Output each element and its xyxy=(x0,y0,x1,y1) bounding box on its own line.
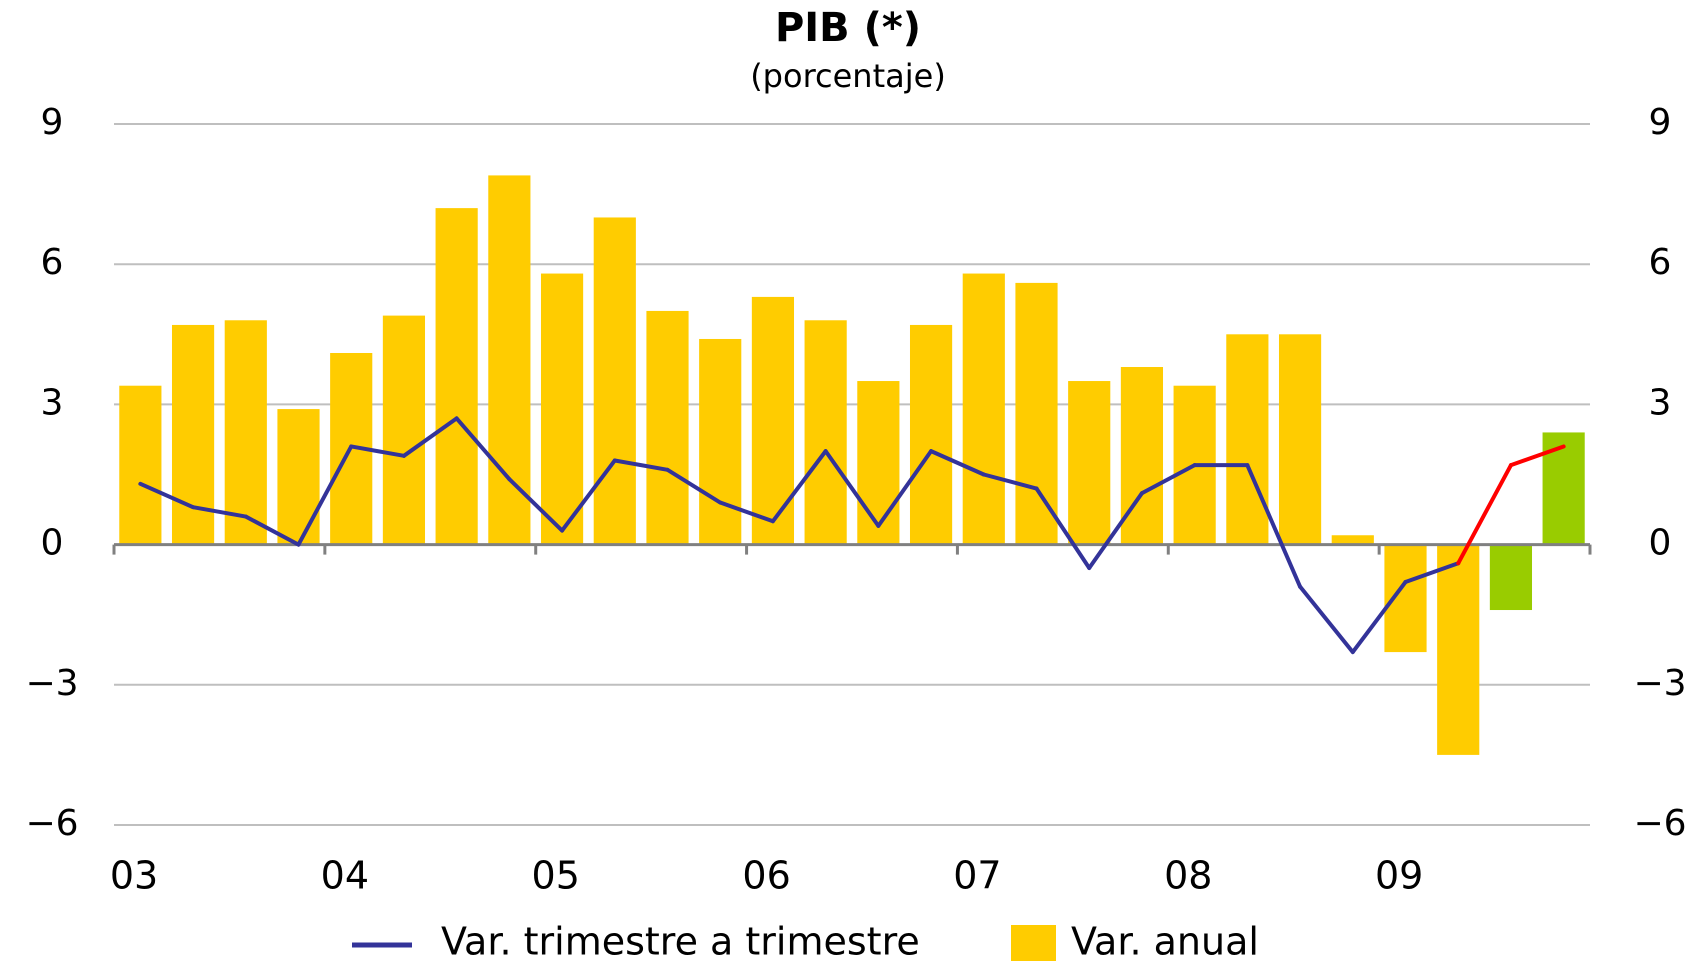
x-tick-label: 09 xyxy=(1375,854,1423,898)
line-segment xyxy=(243,514,301,547)
y-tick-label: −6 xyxy=(25,803,78,844)
bar xyxy=(1542,432,1585,545)
y-tick-label: 6 xyxy=(41,242,64,283)
y2-tick-label: 3 xyxy=(1649,382,1672,423)
line-segment xyxy=(138,481,196,510)
y2-tick-label: −6 xyxy=(1633,803,1686,844)
chart-subtitle: (porcentaje) xyxy=(750,57,946,95)
line-segment xyxy=(1034,486,1092,570)
bar xyxy=(382,315,426,545)
bar xyxy=(1489,544,1533,611)
x-tick-label: 08 xyxy=(1164,854,1212,898)
legend-label: Var. anual xyxy=(1071,920,1259,964)
bar xyxy=(751,296,795,545)
line-segment xyxy=(1298,584,1355,655)
line-segment xyxy=(1403,561,1461,584)
bar xyxy=(804,320,847,545)
bar xyxy=(119,385,162,545)
x-tick-label: 05 xyxy=(532,854,580,898)
bar xyxy=(1015,282,1058,545)
line-segment xyxy=(191,505,248,519)
bar xyxy=(540,273,584,545)
line-segment xyxy=(770,449,828,524)
line-segment xyxy=(454,416,512,482)
y2-tick-label: −3 xyxy=(1633,663,1686,704)
bar xyxy=(962,273,1005,545)
bar xyxy=(593,217,636,545)
bar xyxy=(1120,367,1164,545)
x-tick-label: 07 xyxy=(953,854,1001,898)
bar xyxy=(488,175,531,545)
line-segment xyxy=(665,467,723,505)
x-tick-label: 03 xyxy=(110,854,158,898)
y2-tick-label: 0 xyxy=(1649,523,1672,564)
bar xyxy=(646,310,689,545)
bar xyxy=(1331,535,1374,545)
line-segment xyxy=(1087,491,1144,570)
line-segment xyxy=(823,449,881,528)
line-segment xyxy=(929,449,986,477)
chart-title: PIB (*) xyxy=(775,5,921,51)
bar xyxy=(1437,544,1480,755)
line-segment xyxy=(560,458,617,533)
bar xyxy=(909,324,953,545)
bar xyxy=(857,381,900,545)
bar xyxy=(699,338,742,545)
line-segment xyxy=(1456,463,1513,566)
line-segment xyxy=(1245,463,1303,589)
bar xyxy=(224,320,267,545)
line-segment xyxy=(981,472,1039,491)
y-tick-label: 0 xyxy=(41,523,64,564)
line-segment xyxy=(296,444,354,547)
y-tick-label: 9 xyxy=(41,102,64,143)
y-tick-label: 3 xyxy=(41,382,64,423)
line-segment xyxy=(1139,463,1197,496)
x-tick-label: 04 xyxy=(321,854,369,898)
line-segment xyxy=(507,477,565,533)
line-segment xyxy=(1350,579,1408,655)
bar xyxy=(435,208,478,545)
bar xyxy=(277,409,320,545)
bar xyxy=(1278,334,1322,545)
bar xyxy=(1226,334,1269,545)
line-segment xyxy=(401,416,459,458)
line-segment xyxy=(349,444,406,458)
y-tick-label: −3 xyxy=(25,663,78,704)
line-segment xyxy=(876,449,934,528)
line-segment xyxy=(718,500,775,524)
bar xyxy=(1068,381,1111,545)
y2-tick-label: 6 xyxy=(1649,242,1672,283)
x-tick-label: 06 xyxy=(742,854,790,898)
legend-label: Var. trimestre a trimestre xyxy=(441,920,920,964)
y2-tick-label: 9 xyxy=(1649,102,1672,143)
legend-swatch xyxy=(1011,925,1056,961)
line-segment xyxy=(612,458,670,472)
line-segment xyxy=(1508,444,1566,468)
